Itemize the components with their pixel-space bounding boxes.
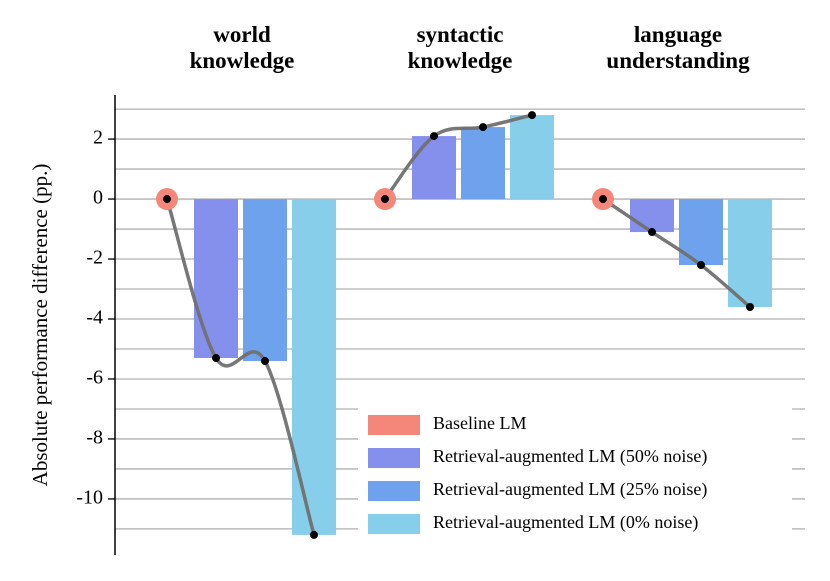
point [648, 228, 656, 237]
trend-line [165, 198, 316, 536]
point [212, 353, 220, 362]
y-tick-label: 2 [93, 127, 103, 149]
point [697, 261, 705, 270]
legend-swatch [368, 415, 420, 435]
y-tick-label: -2 [86, 247, 103, 269]
bar [292, 199, 336, 535]
legend-swatch [368, 514, 420, 534]
legend-swatch [368, 481, 420, 501]
y-tick-label: -8 [86, 427, 103, 449]
y-tick-label: -6 [86, 367, 103, 389]
y-axis-label: Absolute performance difference (pp.) [28, 164, 52, 487]
y-tick-label: 0 [93, 187, 103, 209]
bar [728, 199, 772, 308]
point [528, 111, 536, 120]
group-title: syntactic knowledge [407, 22, 513, 73]
point [746, 303, 754, 312]
bar [461, 127, 505, 200]
legend-label: Retrieval-augmented LM (50% noise) [433, 446, 707, 467]
trend-line [383, 113, 533, 201]
point [261, 356, 269, 365]
legend-label: Baseline LM [433, 413, 526, 433]
point [599, 195, 607, 204]
bar [412, 136, 456, 200]
y-tick-label: -4 [86, 307, 103, 329]
bar [630, 199, 674, 233]
group-title: world knowledge [189, 22, 295, 73]
legend-label: Retrieval-augmented LM (0% noise) [433, 512, 698, 533]
legend-swatch [368, 448, 420, 468]
y-tick-label: -10 [76, 487, 103, 509]
group-title: language understanding [606, 22, 750, 73]
point [381, 195, 389, 204]
legend-box [358, 407, 792, 542]
trend-line [602, 197, 752, 309]
legend-label: Retrieval-augmented LM (25% noise) [433, 479, 707, 500]
bar [243, 199, 287, 361]
point [430, 132, 438, 141]
bar [194, 199, 238, 358]
point [479, 123, 487, 132]
bar [510, 115, 554, 200]
point [310, 530, 318, 539]
point [163, 195, 171, 204]
